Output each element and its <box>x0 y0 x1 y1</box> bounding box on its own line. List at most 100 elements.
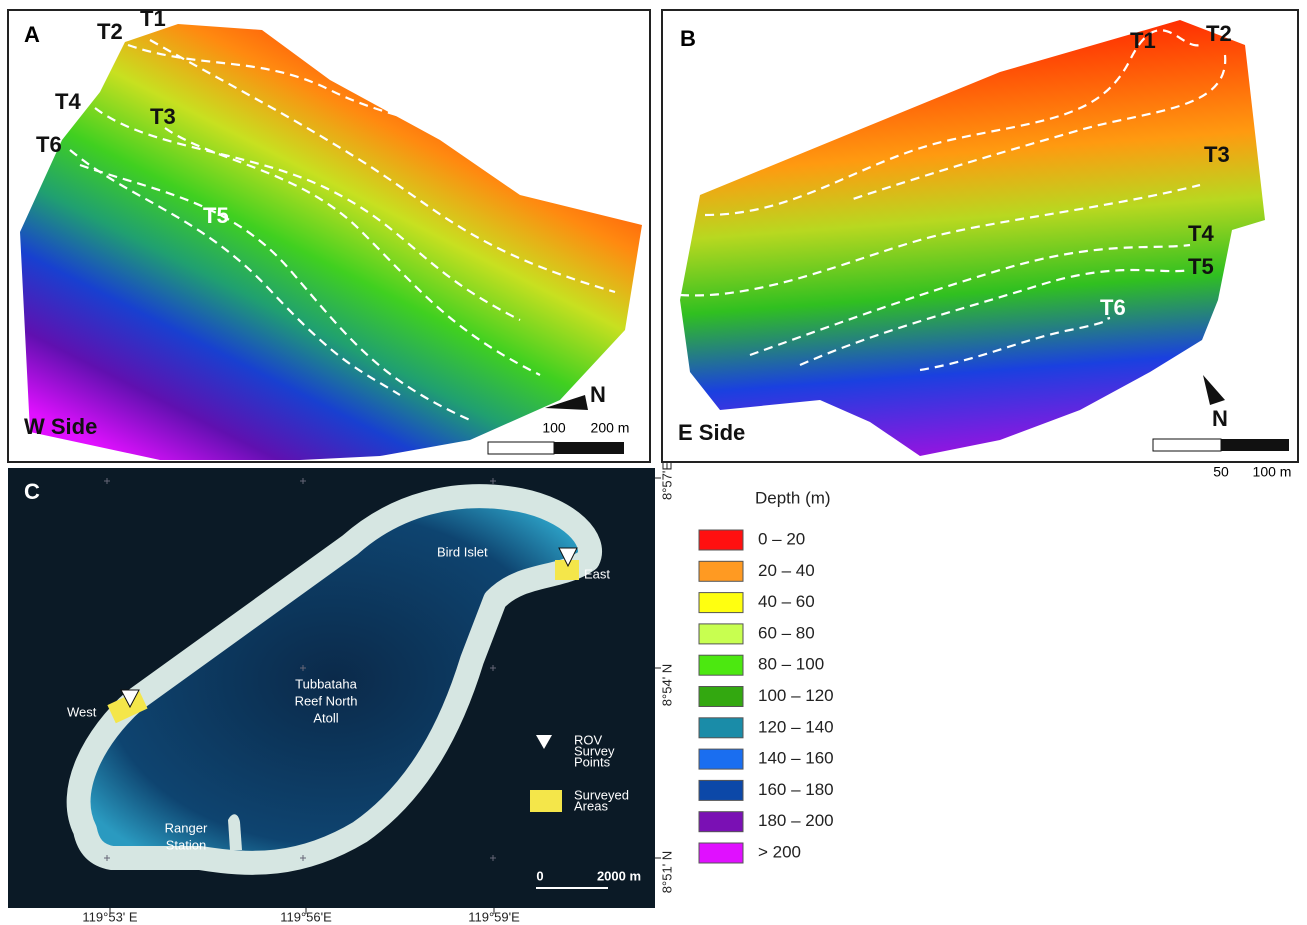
place-label: Tubbataha <box>295 676 357 691</box>
key-label: Areas <box>574 798 608 813</box>
legend-swatch <box>698 654 744 676</box>
north-arrow <box>545 395 588 410</box>
scale-label: 0 <box>536 868 543 883</box>
longitude-label: 119°59'E <box>468 909 520 924</box>
longitude-label: 119°53' E <box>82 909 137 924</box>
legend-label: > 200 <box>758 842 801 861</box>
transect-line <box>127 43 521 171</box>
transect-line <box>799 268 1191 367</box>
legend-label: 180 – 200 <box>758 811 834 830</box>
side-label: W Side <box>24 414 97 439</box>
legend-title: Depth (m) <box>755 488 831 507</box>
transect-line <box>94 107 521 321</box>
legend-label: 0 – 20 <box>758 529 805 548</box>
terrain <box>20 24 642 460</box>
legend-label: 120 – 140 <box>758 717 834 736</box>
transect-line <box>679 183 1201 297</box>
legend-label: 80 – 100 <box>758 655 824 674</box>
transect-label: T5 <box>1188 254 1214 279</box>
panel-c <box>8 468 661 914</box>
key-label: Surveyed <box>574 787 629 802</box>
legend-swatch <box>698 717 744 739</box>
key-label: Survey <box>574 743 615 758</box>
legend-label: 20 – 40 <box>758 561 815 580</box>
map-ticks <box>109 477 661 914</box>
transect-label: T6 <box>1100 295 1126 320</box>
transect-label: T4 <box>1188 221 1214 246</box>
place-label: Atoll <box>313 710 338 725</box>
transect-line <box>704 29 1201 217</box>
scale-bar <box>1152 438 1222 452</box>
scale-label: 2000 m <box>597 868 641 883</box>
transect-label: T6 <box>36 132 62 157</box>
surveyed-area <box>107 690 148 724</box>
scale-label: 100 <box>542 420 566 436</box>
panel-label: A <box>24 22 40 47</box>
place-label: Reef North <box>295 693 358 708</box>
legend-swatch <box>698 779 744 801</box>
transect-line <box>919 316 1111 372</box>
surveyed-area <box>555 560 579 580</box>
transect-line <box>79 163 471 422</box>
latitude-label: 8°57'E <box>659 462 674 500</box>
transect-line <box>749 243 1191 357</box>
transect-line <box>849 54 1227 202</box>
legend-swatch <box>698 623 744 645</box>
legend-swatch <box>698 529 744 551</box>
atoll <box>66 484 602 875</box>
north-arrow <box>1203 375 1225 405</box>
place-label: Ranger <box>165 820 208 835</box>
latitude-label: 8°51' N <box>659 851 674 893</box>
latitude-label: 8°54' N <box>659 664 674 706</box>
legend-swatch <box>698 686 744 707</box>
place-label: Station <box>166 837 206 852</box>
legend-swatch <box>698 811 744 833</box>
legend-swatch <box>698 560 744 582</box>
grid-crosses <box>104 478 496 861</box>
rov-key-symbol <box>536 735 552 749</box>
legend-label: 40 – 60 <box>758 592 815 611</box>
scale-bar <box>1221 439 1289 451</box>
transect-label: T2 <box>97 19 123 44</box>
legend-label: 60 – 80 <box>758 623 815 642</box>
transect-label: T1 <box>140 6 166 31</box>
scale-label: 200 m <box>591 420 630 436</box>
panel-label: C <box>24 479 40 504</box>
terrain <box>680 20 1265 456</box>
rov-point <box>120 689 140 709</box>
legend-swatch <box>698 842 744 864</box>
scale-bar <box>487 441 555 455</box>
transect-line <box>69 149 401 396</box>
transect-label: T1 <box>1130 28 1156 53</box>
transect-label: T5 <box>203 203 229 228</box>
rov-point <box>558 547 578 568</box>
place-label: Bird Islet <box>437 544 488 559</box>
legend-swatch <box>698 748 744 770</box>
legend-swatch <box>698 592 744 614</box>
key-label: ROV <box>574 732 603 747</box>
transect-label: T4 <box>55 89 81 114</box>
legend-label: 100 – 120 <box>758 686 834 705</box>
areas-key-symbol <box>530 790 562 812</box>
scale-label: 100 m <box>1253 464 1292 480</box>
transect-label: T3 <box>150 104 176 129</box>
legend-label: 140 – 160 <box>758 749 834 768</box>
side-label: E Side <box>678 420 745 445</box>
north-label: N <box>590 382 606 407</box>
north-label: N <box>1212 406 1228 431</box>
transect-line <box>149 39 616 294</box>
panel-label: B <box>680 26 696 51</box>
legend-label: 160 – 180 <box>758 780 834 799</box>
transect-label: T3 <box>1204 142 1230 167</box>
panel-b <box>661 9 1299 463</box>
longitude-label: 119°56'E <box>280 909 332 924</box>
panel-a <box>7 9 651 463</box>
place-label: East <box>584 566 610 581</box>
scale-bar <box>554 442 624 454</box>
place-label: West <box>67 704 97 719</box>
scale-label: 50 <box>1213 464 1229 480</box>
key-label: Points <box>574 754 611 769</box>
ranger-spit <box>228 814 242 850</box>
transect-label: T2 <box>1206 21 1232 46</box>
